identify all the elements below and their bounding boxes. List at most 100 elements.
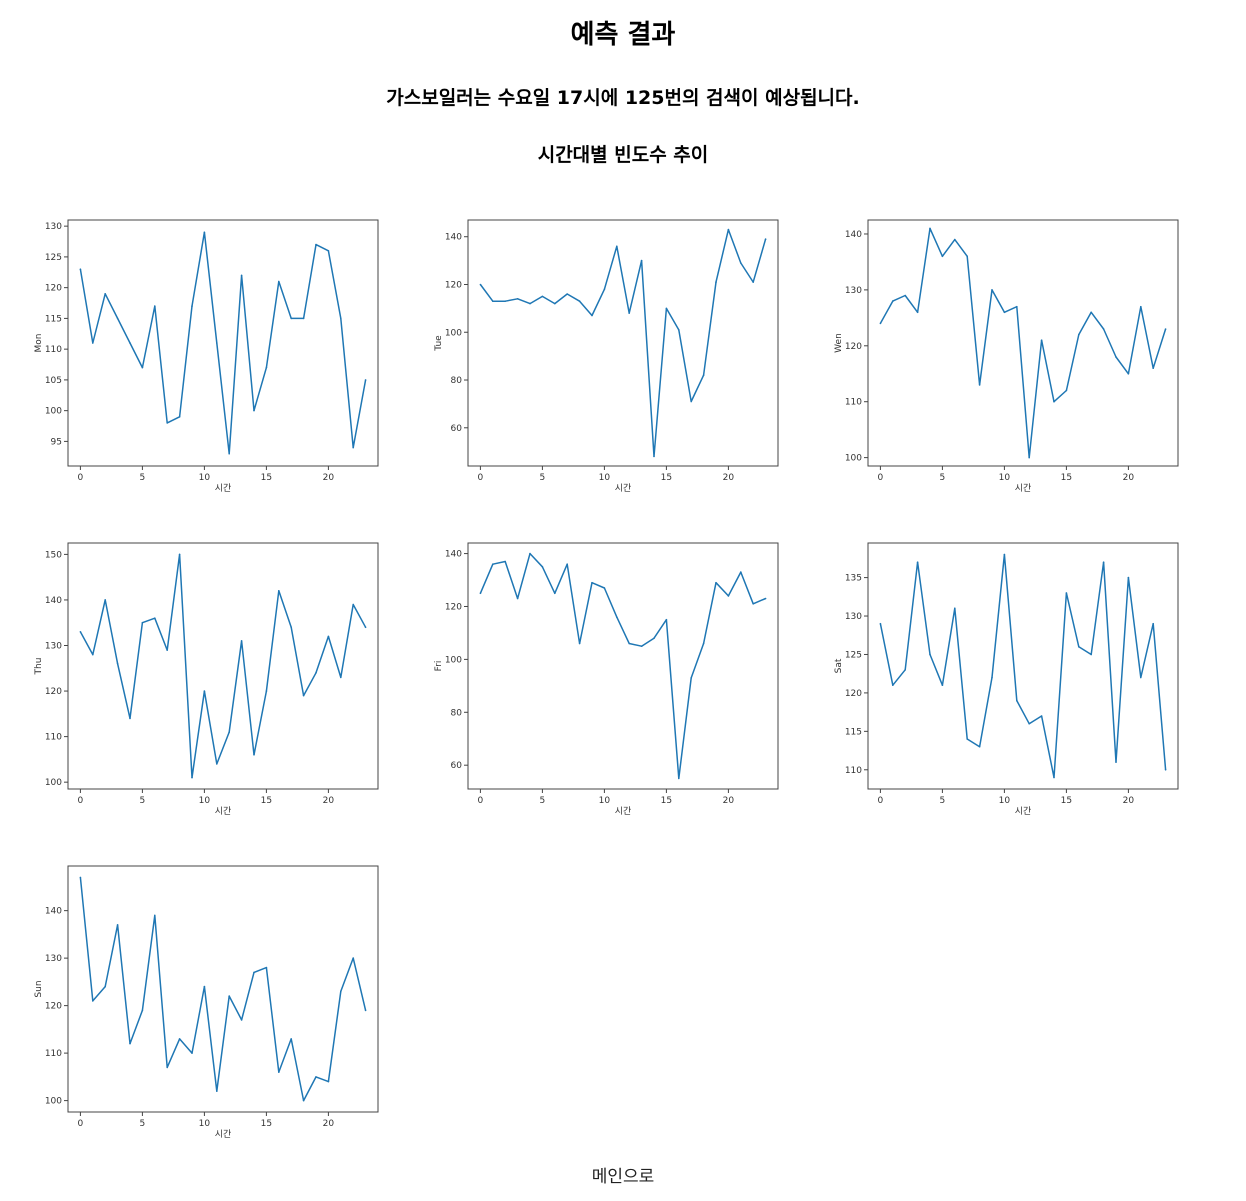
y-tick-label: 120 [45, 687, 62, 697]
chart-mon: 0 5 10 15 20 95 100 105 110 115 120 125 130 시간 Mon [34, 219, 379, 494]
x-tick-label: 10 [999, 473, 1011, 483]
data-point [752, 603, 754, 605]
y-tick-label: 125 [45, 253, 62, 263]
data-point [504, 560, 507, 563]
data-point [154, 914, 156, 917]
x-tick-label: 20 [1123, 473, 1135, 483]
data-point [1115, 761, 1117, 763]
data-point [79, 268, 82, 271]
data-point [740, 262, 742, 264]
x-tick-label: 10 [599, 796, 611, 806]
x-axis-label: 시간 [615, 483, 632, 494]
y-tick-label: 130 [845, 612, 862, 622]
data-point [364, 1009, 367, 1012]
data-point [1028, 722, 1030, 725]
y-tick-label: 130 [45, 642, 62, 652]
plot-frame [867, 219, 1179, 467]
data-point [116, 924, 119, 926]
x-tick-label: 0 [78, 796, 84, 806]
x-tick-label: 15 [1061, 473, 1072, 483]
y-tick-label: 120 [45, 1002, 62, 1012]
data-point [129, 717, 131, 720]
y-tick-label: 130 [45, 954, 62, 964]
data-point [154, 617, 156, 619]
data-point [315, 1076, 317, 1078]
data-point [302, 317, 305, 320]
data-point [1065, 389, 1068, 392]
data-point [479, 592, 482, 595]
data-point [240, 274, 243, 277]
data-point [929, 653, 931, 656]
data-point [554, 302, 556, 305]
y-axis-label: Sat [834, 658, 844, 673]
plot-frame [67, 219, 379, 467]
data-point [941, 684, 944, 686]
data-point [702, 642, 705, 645]
prediction-text: 가스보일러는 수요일 17시에 125번의 검색이 예상됩니다. [386, 87, 860, 109]
data-point [1016, 699, 1018, 702]
x-tick-label: 15 [661, 796, 672, 806]
data-point [1127, 373, 1130, 375]
data-point [1102, 328, 1105, 330]
data-point [1152, 622, 1154, 625]
data-point [302, 1099, 305, 1102]
data-point [628, 642, 630, 645]
back-to-main-link[interactable]: 메인으로 [591, 1167, 655, 1187]
data-point [364, 379, 367, 381]
data-point [690, 400, 692, 403]
data-point [954, 238, 956, 241]
data-point [290, 626, 293, 629]
y-axis-label: Wen [834, 333, 844, 353]
data-point [1053, 400, 1055, 403]
x-tick-label: 0 [78, 473, 84, 483]
x-tick-label: 5 [140, 1119, 146, 1129]
data-point [92, 653, 94, 656]
data-point [578, 300, 581, 303]
data-point [228, 731, 230, 733]
data-point [240, 640, 243, 642]
x-tick-label: 0 [878, 796, 884, 806]
data-point [727, 595, 730, 597]
data-point [216, 763, 218, 765]
x-tick-label: 5 [940, 473, 946, 483]
y-tick-label: 125 [845, 650, 862, 660]
data-point [665, 618, 668, 621]
data-point [991, 676, 993, 679]
plot-frame [467, 542, 779, 790]
x-tick-label: 10 [999, 796, 1011, 806]
x-tick-label: 5 [540, 796, 546, 806]
series-line [79, 553, 367, 779]
data-point [1090, 311, 1092, 314]
data-point [892, 300, 894, 302]
data-point [141, 621, 144, 624]
y-tick-label: 100 [445, 328, 462, 338]
data-point [240, 1019, 243, 1021]
y-tick-label: 150 [45, 550, 62, 560]
chart-tue: 0 5 10 15 20 60 80 100 120 140 시간 Tue [434, 219, 779, 494]
data-point [1127, 576, 1130, 579]
data-point [978, 745, 981, 748]
y-tick-label: 130 [845, 286, 862, 296]
data-point [104, 985, 106, 988]
x-tick-label: 20 [1123, 796, 1135, 806]
data-point [702, 374, 705, 377]
data-point [315, 243, 317, 246]
x-tick-label: 20 [323, 1119, 335, 1129]
y-tick-label: 60 [451, 761, 463, 771]
data-point [904, 294, 906, 297]
data-point [352, 446, 355, 449]
data-point [253, 971, 255, 974]
data-point [665, 307, 668, 310]
data-point [879, 322, 882, 325]
x-tick-label: 15 [1061, 796, 1072, 806]
chart-fri: 0 5 10 15 20 60 80 100 120 140 시간 Fri [434, 542, 779, 817]
data-point [166, 1066, 168, 1069]
data-point [578, 642, 581, 645]
data-point [529, 552, 531, 555]
data-point [290, 317, 293, 320]
data-point [991, 289, 993, 291]
page-title: 예측 결과 [570, 20, 676, 50]
data-point [504, 300, 507, 303]
x-tick-label: 20 [323, 796, 335, 806]
